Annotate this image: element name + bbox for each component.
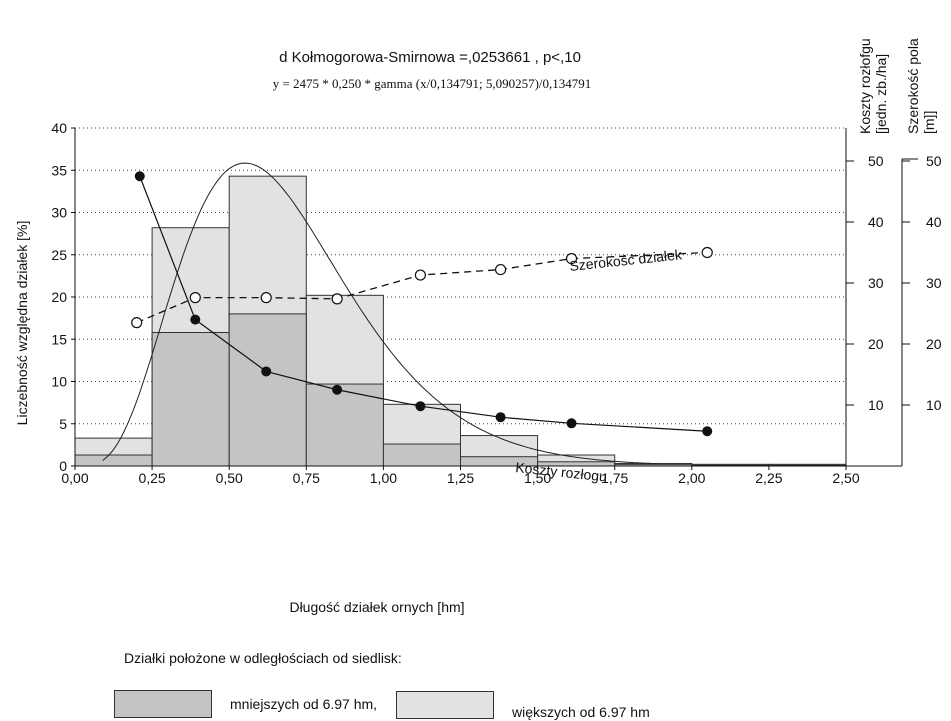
cost-point	[134, 171, 145, 182]
width-point	[701, 246, 713, 259]
width-tick-label: 40	[926, 214, 942, 230]
width-axis-tick-labels: 10 20 30 40 50	[926, 153, 942, 413]
x-tick-label: 1,50	[524, 470, 551, 486]
x-tick-labels: 0,00 0,25 0,50 0,75 1,00 1,25 1,50 1,75 2,00 2,25…	[61, 470, 859, 486]
cost-point	[566, 418, 577, 429]
y-tick-label: 25	[51, 247, 67, 263]
cost-point	[261, 366, 272, 377]
x-tick-label: 1,00	[370, 470, 397, 486]
width-tick-label: 50	[926, 153, 942, 169]
width-axis-label-line2: [m]]	[921, 111, 937, 134]
bars-smaller-distance	[74, 313, 847, 467]
width-point	[260, 292, 272, 304]
legend-swatch-smaller	[114, 690, 212, 718]
cost-point	[415, 401, 426, 412]
cost-point	[332, 384, 343, 395]
width-curve-annotation: Szerokość działek	[569, 246, 684, 274]
y-tick-label: 35	[51, 162, 67, 178]
chart-formula: y = 2475 * 0,250 * gamma (x/0,134791; 5,…	[273, 76, 592, 91]
cost-point	[495, 412, 506, 423]
width-point	[189, 292, 201, 304]
width-points	[131, 246, 713, 329]
x-tick-label: 2,00	[678, 470, 705, 486]
width-curve-line	[136, 251, 708, 324]
cost-curve-line	[139, 176, 708, 432]
legend-label-larger: większych od 6.97 hm	[512, 704, 650, 720]
width-point	[414, 269, 427, 281]
width-point	[331, 293, 343, 305]
histogram-bar	[228, 313, 307, 467]
y-tick-label: 15	[51, 331, 67, 347]
x-tick-label: 2,25	[755, 470, 782, 486]
legend-item-smaller: mniejszych od 6.97 hm,	[114, 690, 377, 718]
legend-title: Działki położone w odległościach od sied…	[124, 650, 402, 666]
x-tick-label: 0,50	[216, 470, 243, 486]
cost-tick-label: 40	[868, 214, 884, 230]
chart-title: d Kołmogorowa-Smirnowa =,0253661 , p<,10	[279, 49, 581, 66]
x-tick-label: 1,75	[601, 470, 628, 486]
width-tick-label: 20	[926, 336, 942, 352]
width-point	[565, 253, 578, 265]
y-tick-label: 0	[59, 458, 67, 474]
cost-axis-label-line1: Koszty rozłofgu	[857, 38, 873, 134]
x-tick-label: 1,25	[447, 470, 474, 486]
cost-tick-label: 50	[868, 153, 884, 169]
cost-points	[134, 171, 713, 437]
x-axis-label: Długość działek ornych [hm]	[289, 599, 464, 615]
cost-point	[702, 426, 713, 437]
histogram-bar	[382, 443, 461, 467]
axes	[71, 127, 918, 470]
width-point	[494, 263, 507, 276]
width-tick-label: 30	[926, 275, 942, 291]
width-tick-label: 10	[926, 397, 942, 413]
y-tick-label: 30	[51, 205, 67, 221]
y-tick-label: 40	[51, 120, 67, 136]
width-axis-label-line1: Szerokość pola	[905, 38, 921, 134]
x-tick-label: 0,00	[61, 470, 88, 486]
gamma-fit-curve	[102, 162, 658, 465]
histogram-bar	[151, 331, 230, 467]
y-tick-label: 5	[59, 416, 67, 432]
y-tick-label: 20	[51, 289, 67, 305]
y-axis-label: Liczebność względna działek [%]	[14, 221, 30, 426]
cost-tick-label: 20	[868, 336, 884, 352]
cost-axis-tick-labels: 10 20 30 40 50	[868, 153, 884, 413]
histogram-bar	[74, 454, 153, 467]
x-tick-label: 0,25	[138, 470, 165, 486]
x-tick-label: 2,50	[832, 470, 859, 486]
cost-axis-label-line2: [jedn. zb./ha]	[873, 54, 889, 134]
cost-point	[190, 314, 201, 325]
x-tick-label: 0,75	[293, 470, 320, 486]
cost-tick-label: 30	[868, 275, 884, 291]
legend-swatch-larger	[396, 691, 494, 719]
cost-tick-label: 10	[868, 397, 884, 413]
y-tick-labels: 0 5 10 15 20 25 30 35 40	[51, 120, 67, 474]
width-point	[131, 317, 143, 329]
legend-item-larger: większych od 6.97 hm	[396, 690, 650, 720]
y-tick-label: 10	[51, 374, 67, 390]
histogram-bar	[305, 383, 384, 467]
legend-label-smaller: mniejszych od 6.97 hm,	[230, 696, 378, 712]
